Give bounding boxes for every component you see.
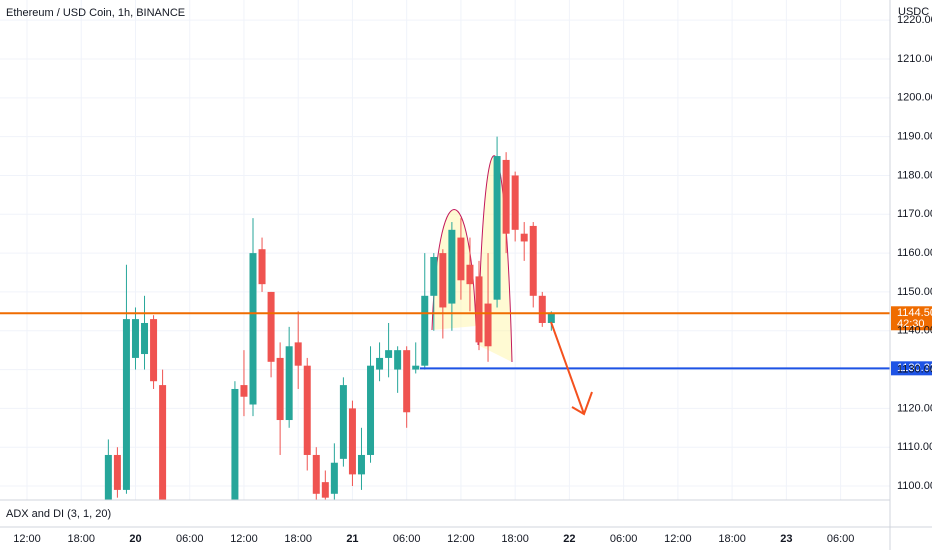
candle-body: [321, 482, 329, 498]
price-label: 1144.50: [897, 307, 932, 319]
candle-body: [258, 249, 266, 285]
x-tick-label: 12:00: [447, 533, 475, 545]
candle-body: [159, 385, 167, 500]
y-tick-label: 1110.00: [897, 441, 932, 453]
candle-body: [529, 225, 537, 296]
candle-body: [421, 295, 429, 366]
price-lines: 1144.5042:30 1130.32: [0, 306, 932, 376]
price-label: 1130.32: [897, 362, 932, 374]
countdown: 42:30: [897, 318, 925, 330]
candle-body: [520, 233, 528, 242]
candle-body: [502, 159, 510, 234]
candle-body: [150, 319, 158, 382]
price-label-box: [891, 361, 932, 376]
candle-body: [457, 237, 465, 281]
x-tick-label: 12:00: [13, 533, 41, 545]
y-tick-label: 1200.00: [897, 92, 932, 104]
chart-title: Ethereum / USD Coin, 1h, BINANCE: [6, 7, 185, 19]
y-tick-label: 1180.00: [897, 169, 932, 181]
x-tick-label: 18:00: [284, 533, 312, 545]
x-tick-label: 12:00: [230, 533, 258, 545]
candle-body: [484, 303, 492, 347]
candle-body: [538, 295, 546, 323]
candle-body: [475, 276, 483, 343]
candle-body: [131, 319, 139, 358]
y-tick-label: 1160.00: [897, 247, 932, 259]
candles: [104, 136, 555, 500]
candle-body: [240, 385, 248, 397]
candle-body: [511, 175, 519, 230]
candle-body: [547, 313, 555, 323]
candle-body: [113, 454, 121, 490]
candle-body: [367, 365, 375, 455]
x-tick-label: 18:00: [501, 533, 529, 545]
candle-body: [276, 357, 284, 421]
candle-body: [376, 357, 384, 370]
candle-body: [285, 346, 293, 421]
candle-body: [448, 229, 456, 304]
candle-body: [330, 462, 338, 494]
currency: USDC: [898, 6, 929, 18]
x-tick-label: 18:00: [718, 533, 746, 545]
x-tick-label: 06:00: [176, 533, 204, 545]
price-label-box: [891, 306, 932, 331]
candle-body: [141, 322, 149, 355]
candle-body: [312, 454, 320, 494]
x-tick-label: 06:00: [610, 533, 638, 545]
arrow: [550, 321, 593, 416]
candle-body: [348, 408, 356, 475]
x-tick-label: 21: [346, 533, 358, 545]
candle-body: [104, 454, 112, 500]
y-tick-label: 1130.00: [897, 363, 932, 375]
y-tick-label: 1150.00: [897, 286, 932, 298]
candle-body: [493, 156, 501, 300]
candle-body: [231, 388, 239, 500]
candle-body: [357, 454, 365, 475]
x-tick-label: 20: [129, 533, 141, 545]
candle-body: [267, 291, 275, 362]
y-tick-label: 1100.00: [897, 480, 932, 492]
candle-body: [249, 253, 257, 405]
candle-body: [339, 385, 347, 459]
candle-body: [294, 342, 302, 366]
x-tick-label: 12:00: [664, 533, 692, 545]
x-tick-label: 18:00: [67, 533, 95, 545]
y-tick-label: 1210.00: [897, 53, 932, 65]
x-tick-label: 06:00: [393, 533, 421, 545]
y-tick-label: 1170.00: [897, 208, 932, 220]
y-tick-label: 1220.00: [897, 14, 932, 26]
y-tick-label: 1140.00: [897, 325, 932, 337]
candle-body: [439, 253, 447, 308]
candle-body: [122, 319, 130, 490]
candle-body: [430, 256, 438, 296]
candle-body: [466, 264, 474, 285]
indicator-label: ADX and DI (3, 1, 20): [6, 508, 111, 520]
candle-body: [303, 365, 311, 455]
y-tick-label: 1120.00: [897, 402, 932, 414]
candle-body: [412, 365, 420, 370]
y-tick-label: 1190.00: [897, 131, 932, 143]
x-tick-label: 06:00: [827, 533, 855, 545]
candle-body: [394, 350, 402, 370]
x-tick-label: 23: [780, 533, 792, 545]
candle-body: [385, 350, 393, 358]
x-tick-label: 22: [563, 533, 575, 545]
candle-body: [403, 350, 411, 413]
